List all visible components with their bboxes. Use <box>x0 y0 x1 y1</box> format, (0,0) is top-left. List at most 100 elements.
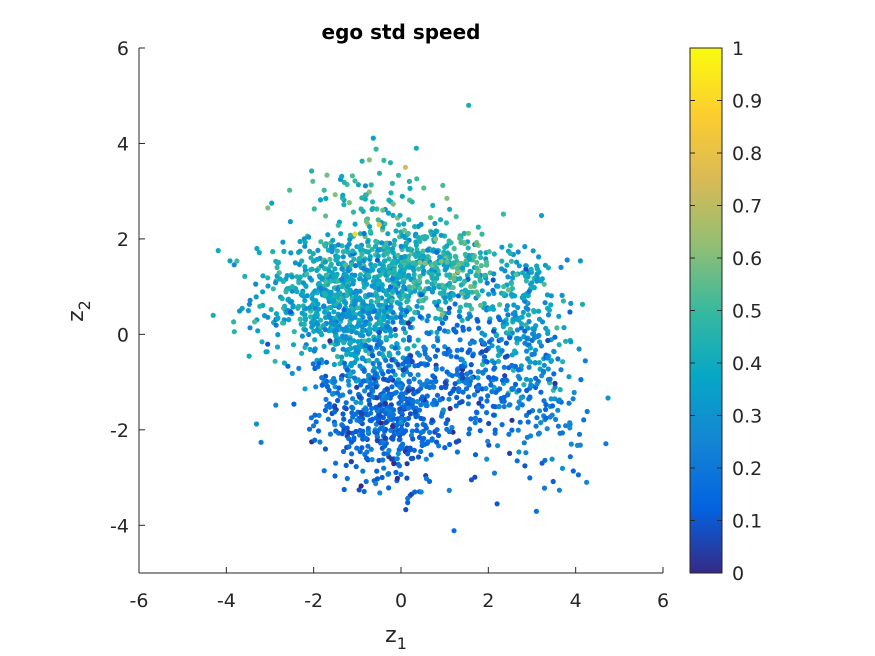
data-point <box>512 312 518 318</box>
data-point <box>467 340 473 347</box>
data-point <box>397 263 403 269</box>
data-point <box>383 419 389 425</box>
data-point <box>447 405 453 412</box>
data-point <box>533 508 540 514</box>
data-point <box>459 290 465 296</box>
data-point <box>406 284 412 290</box>
data-point <box>442 380 448 386</box>
data-point <box>584 479 590 485</box>
data-point <box>400 337 407 343</box>
data-point <box>521 295 527 301</box>
data-point <box>376 364 382 370</box>
data-point <box>405 405 412 411</box>
data-point <box>434 275 440 281</box>
data-point <box>407 445 413 451</box>
data-point <box>294 289 300 295</box>
data-point <box>485 438 491 444</box>
data-point <box>333 338 339 344</box>
data-point <box>515 304 521 311</box>
data-point <box>454 449 460 455</box>
data-point <box>299 333 305 339</box>
data-point <box>477 250 483 256</box>
data-point <box>463 386 470 392</box>
data-point <box>396 272 402 278</box>
data-point <box>421 382 427 388</box>
data-point <box>547 414 553 420</box>
data-point <box>363 342 369 348</box>
data-point <box>432 299 438 305</box>
data-point <box>412 288 418 294</box>
data-point <box>253 421 260 427</box>
data-point <box>409 428 415 434</box>
data-point <box>382 328 389 334</box>
data-point <box>465 349 471 355</box>
data-point <box>459 265 466 271</box>
data-point <box>359 355 366 361</box>
data-point <box>499 244 505 250</box>
data-point <box>386 447 392 454</box>
data-point <box>537 408 543 414</box>
data-point <box>308 255 314 261</box>
x-tick-label: 0 <box>395 590 407 612</box>
data-point <box>389 297 395 304</box>
data-point <box>344 367 350 373</box>
data-point <box>227 258 233 264</box>
data-point <box>357 449 363 455</box>
data-point <box>399 415 405 422</box>
data-point <box>418 430 424 436</box>
data-point <box>396 430 402 436</box>
data-point <box>463 261 469 267</box>
data-point <box>400 361 406 367</box>
data-point <box>322 266 328 272</box>
data-point <box>326 295 332 301</box>
data-point <box>395 451 401 457</box>
data-point <box>456 308 463 314</box>
data-point <box>325 416 331 422</box>
data-point <box>545 265 552 271</box>
data-point <box>441 289 447 295</box>
data-point <box>334 390 340 396</box>
data-point <box>402 164 408 170</box>
data-point <box>510 367 516 373</box>
data-point <box>577 258 584 264</box>
data-point <box>491 470 498 476</box>
data-point <box>523 266 529 272</box>
data-point <box>475 292 481 298</box>
data-point <box>319 382 325 388</box>
data-point <box>523 278 530 284</box>
data-point <box>246 353 252 359</box>
data-point <box>376 329 382 336</box>
data-point <box>273 402 279 408</box>
data-point <box>344 273 350 279</box>
data-point <box>343 334 349 340</box>
data-point <box>391 267 397 273</box>
data-point <box>429 417 435 423</box>
data-point <box>374 438 380 444</box>
data-point <box>422 351 428 357</box>
colorbar: 0 0.1 0.2 0.3 0.4 0.5 0.6 0.7 0.8 0.9 1 <box>689 38 762 585</box>
y-axis-label-base: z <box>64 310 89 322</box>
data-point <box>298 292 304 298</box>
data-point <box>453 214 459 220</box>
data-point <box>451 328 457 334</box>
data-point <box>398 419 404 425</box>
data-point <box>365 425 371 431</box>
data-point <box>273 280 279 286</box>
data-point <box>486 249 492 255</box>
data-point <box>367 254 373 260</box>
data-point <box>452 381 458 387</box>
data-point <box>343 462 349 468</box>
data-point <box>385 319 391 325</box>
data-point <box>323 195 329 202</box>
data-point <box>246 301 252 307</box>
data-point <box>352 178 358 184</box>
data-point <box>310 361 316 367</box>
data-point <box>263 349 269 355</box>
data-point <box>418 489 424 495</box>
data-point <box>321 242 328 248</box>
data-point <box>517 376 523 382</box>
data-point <box>310 423 317 429</box>
data-point <box>563 338 569 344</box>
data-point <box>312 337 318 343</box>
data-point <box>285 363 291 369</box>
